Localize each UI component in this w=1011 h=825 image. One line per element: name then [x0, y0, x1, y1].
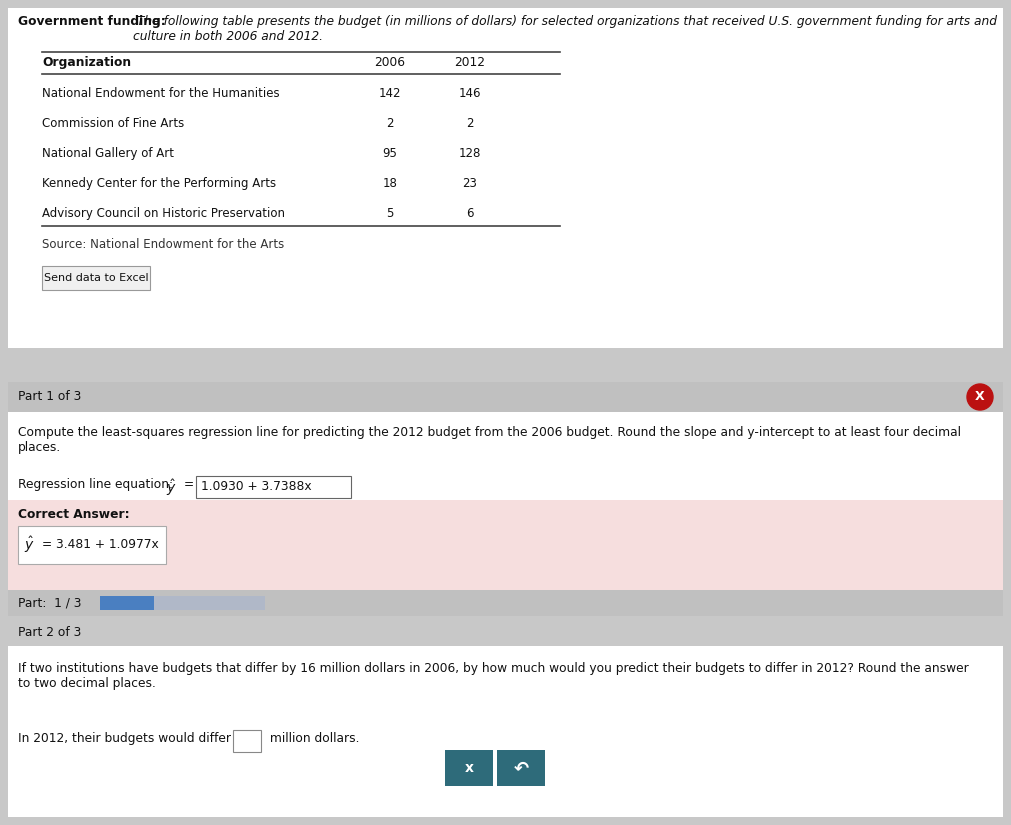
Bar [8, 8, 1003, 348]
Text: 23: 23 [463, 177, 477, 190]
Text: 2: 2 [386, 117, 393, 130]
Text: The following table presents the budget (in millions of dollars) for selected or: The following table presents the budget … [133, 15, 997, 43]
Text: =: = [184, 478, 194, 491]
Text: National Endowment for the Humanities: National Endowment for the Humanities [42, 87, 280, 100]
Text: X: X [976, 390, 985, 403]
Bar [18, 526, 166, 564]
Bar [196, 476, 351, 498]
Text: Government funding:: Government funding: [18, 15, 166, 28]
Bar [8, 618, 1003, 646]
Text: Kennedy Center for the Performing Arts: Kennedy Center for the Performing Arts [42, 177, 276, 190]
Text: = 3.481 + 1.0977x: = 3.481 + 1.0977x [42, 539, 159, 551]
Text: x: x [464, 761, 473, 775]
Text: 95: 95 [382, 147, 397, 160]
Bar [42, 266, 150, 290]
Text: In 2012, their budgets would differ by: In 2012, their budgets would differ by [18, 732, 254, 745]
Text: Correct Answer:: Correct Answer: [18, 508, 129, 521]
Bar [8, 382, 1003, 412]
Text: 5: 5 [386, 207, 393, 220]
Text: 142: 142 [379, 87, 401, 100]
Text: Commission of Fine Arts: Commission of Fine Arts [42, 117, 184, 130]
Text: Compute the least-squares regression line for predicting the 2012 budget from th: Compute the least-squares regression lin… [18, 426, 961, 454]
Text: million dollars.: million dollars. [266, 732, 360, 745]
Bar [8, 590, 1003, 616]
Bar [100, 596, 265, 610]
Text: $\hat{y}$: $\hat{y}$ [166, 478, 177, 498]
Text: If two institutions have budgets that differ by 16 million dollars in 2006, by h: If two institutions have budgets that di… [18, 662, 969, 690]
Text: 6: 6 [466, 207, 474, 220]
Text: 2006: 2006 [374, 56, 405, 69]
Bar [497, 750, 545, 786]
Text: 2012: 2012 [455, 56, 485, 69]
Text: Part 1 of 3: Part 1 of 3 [18, 390, 81, 403]
Circle shape [967, 384, 993, 410]
Text: ↶: ↶ [514, 759, 529, 777]
Bar [8, 412, 1003, 590]
Bar [8, 646, 1003, 817]
Text: Send data to Excel: Send data to Excel [43, 273, 149, 283]
Text: Part 2 of 3: Part 2 of 3 [18, 625, 81, 639]
Text: 128: 128 [459, 147, 481, 160]
Text: $\hat{y}$: $\hat{y}$ [24, 535, 34, 555]
Text: Regression line equation:: Regression line equation: [18, 478, 177, 491]
Text: Source: National Endowment for the Arts: Source: National Endowment for the Arts [42, 238, 284, 251]
Text: 18: 18 [382, 177, 397, 190]
Text: National Gallery of Art: National Gallery of Art [42, 147, 174, 160]
Text: 146: 146 [459, 87, 481, 100]
Bar [233, 730, 261, 752]
Text: 1.0930 + 3.7388x: 1.0930 + 3.7388x [201, 480, 311, 493]
Bar [100, 596, 154, 610]
Bar [445, 750, 493, 786]
Bar [8, 500, 1003, 590]
Text: Part:  1 / 3: Part: 1 / 3 [18, 596, 82, 610]
Text: Organization: Organization [42, 56, 131, 69]
Text: Advisory Council on Historic Preservation: Advisory Council on Historic Preservatio… [42, 207, 285, 220]
Text: 2: 2 [466, 117, 474, 130]
